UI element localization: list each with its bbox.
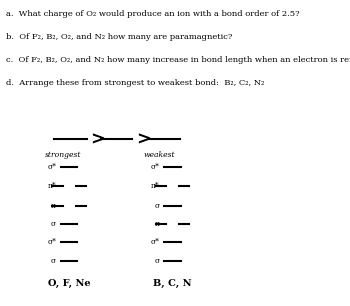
Text: π: π — [51, 202, 56, 210]
Text: σ*: σ* — [150, 238, 160, 246]
Text: >: > — [136, 130, 150, 148]
Text: B, C, N: B, C, N — [153, 279, 192, 288]
Text: strongest: strongest — [45, 151, 82, 159]
Text: >: > — [91, 130, 105, 148]
Text: weakest: weakest — [144, 151, 175, 159]
Text: σ: σ — [154, 202, 160, 210]
Text: π*: π* — [48, 182, 56, 190]
Text: a.  What charge of O₂ would produce an ion with a bond order of 2.5?: a. What charge of O₂ would produce an io… — [6, 10, 300, 18]
Text: c.  Of F₂, B₂, O₂, and N₂ how many increase in bond length when an electron is r: c. Of F₂, B₂, O₂, and N₂ how many increa… — [6, 56, 350, 64]
Text: σ: σ — [51, 220, 56, 228]
Text: σ*: σ* — [47, 238, 56, 246]
Text: O, F, Ne: O, F, Ne — [48, 279, 90, 288]
Text: π: π — [155, 220, 160, 228]
Text: d.  Arrange these from strongest to weakest bond:  B₂, C₂, N₂: d. Arrange these from strongest to weake… — [6, 79, 265, 87]
Text: b.  Of F₂, B₂, O₂, and N₂ how many are paramagnetic?: b. Of F₂, B₂, O₂, and N₂ how many are pa… — [6, 33, 232, 41]
Text: σ*: σ* — [47, 163, 56, 171]
Text: π*: π* — [151, 182, 160, 190]
Text: σ: σ — [51, 257, 56, 265]
Text: σ*: σ* — [150, 163, 160, 171]
Text: σ: σ — [154, 257, 160, 265]
